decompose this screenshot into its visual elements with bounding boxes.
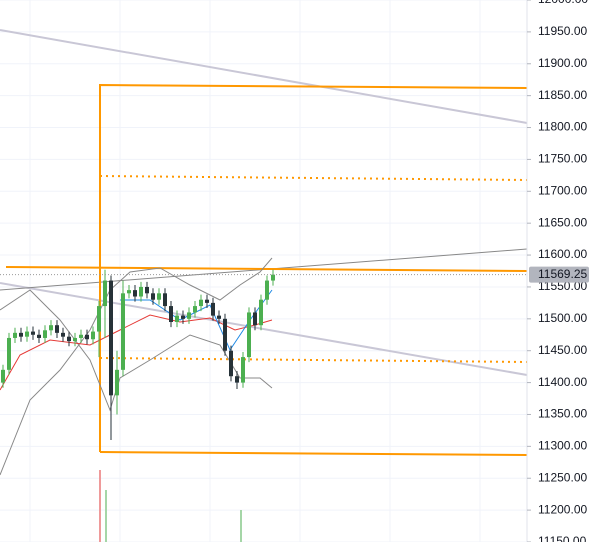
- y-tick-label: 11700.00: [538, 183, 587, 197]
- candle-body: [55, 325, 59, 333]
- candle-body: [79, 334, 83, 338]
- candle-body: [115, 369, 119, 396]
- candle-body: [133, 290, 137, 297]
- candle-body: [121, 293, 125, 370]
- candle-body: [259, 299, 263, 326]
- candle-body: [211, 302, 215, 316]
- candle-body: [73, 337, 77, 342]
- range-level: [99, 175, 528, 181]
- candle-body: [7, 337, 11, 370]
- candle-body: [25, 331, 29, 337]
- y-tick-label: 11400.00: [538, 375, 587, 389]
- y-tick-label: 11650.00: [538, 215, 587, 229]
- y-tick-label: 11950.00: [538, 24, 587, 38]
- candle-body: [163, 293, 167, 307]
- candle-body: [235, 376, 239, 383]
- candle-body: [67, 336, 71, 342]
- trend-line: [0, 29, 528, 124]
- candle-body: [253, 312, 257, 326]
- level-line: [5, 266, 528, 272]
- candle-body: [169, 306, 173, 323]
- last-price-badge: [529, 266, 589, 283]
- candle-body: [97, 306, 101, 332]
- candle-body: [139, 286, 143, 297]
- candle-body: [37, 334, 41, 338]
- candle-body: [223, 318, 227, 351]
- y-tick-label: 11750.00: [538, 152, 587, 166]
- y-tick-label: 11500.00: [538, 311, 587, 325]
- drawings: [0, 29, 528, 542]
- candle-body: [49, 325, 53, 331]
- grid: [0, 0, 527, 542]
- y-tick-label: 11800.00: [538, 120, 587, 134]
- candle-body: [145, 286, 149, 294]
- candle-body: [43, 330, 47, 338]
- candle-body: [205, 299, 209, 303]
- candle-body: [103, 280, 107, 307]
- candle-body: [193, 306, 197, 313]
- y-tick-label: 11450.00: [538, 343, 587, 357]
- candle-body: [13, 332, 17, 338]
- y-tick-label: 11850.00: [538, 88, 587, 102]
- candle-body: [229, 350, 233, 377]
- y-tick-label: 11350.00: [538, 407, 587, 421]
- candle-body: [157, 293, 161, 300]
- candle-body: [187, 312, 191, 319]
- y-tick-label: 12000.00: [538, 0, 588, 6]
- candle-body: [175, 315, 179, 323]
- y-tick-label: 11900.00: [538, 56, 587, 70]
- candle-body: [217, 315, 221, 319]
- candle-body: [109, 280, 113, 396]
- candle-body: [31, 331, 35, 335]
- last-price-label: 11569.25: [538, 267, 587, 281]
- candle-body: [1, 369, 5, 383]
- trend-line: [0, 282, 528, 376]
- candle-body: [265, 280, 269, 300]
- candle-body: [151, 293, 155, 300]
- y-tick-label: 11200.00: [538, 502, 587, 516]
- candle-body: [271, 274, 275, 281]
- y-tick-label: 11150.00: [538, 534, 587, 542]
- candle-body: [61, 332, 65, 337]
- range-level: [99, 357, 528, 363]
- moving-average: [0, 314, 273, 391]
- candle-body: [199, 299, 203, 307]
- candle-body: [85, 334, 89, 340]
- candle-body: [181, 315, 185, 319]
- y-tick-label: 11300.00: [538, 439, 587, 453]
- candle-body: [91, 331, 95, 340]
- candle-body: [19, 332, 23, 337]
- candle-body: [127, 290, 131, 294]
- bollinger-upper: [0, 257, 273, 476]
- candle-body: [241, 357, 245, 383]
- y-tick-label: 11250.00: [538, 470, 587, 484]
- candle-body: [247, 312, 251, 358]
- range-box: [99, 451, 528, 456]
- y-tick-label: 11600.00: [538, 247, 587, 261]
